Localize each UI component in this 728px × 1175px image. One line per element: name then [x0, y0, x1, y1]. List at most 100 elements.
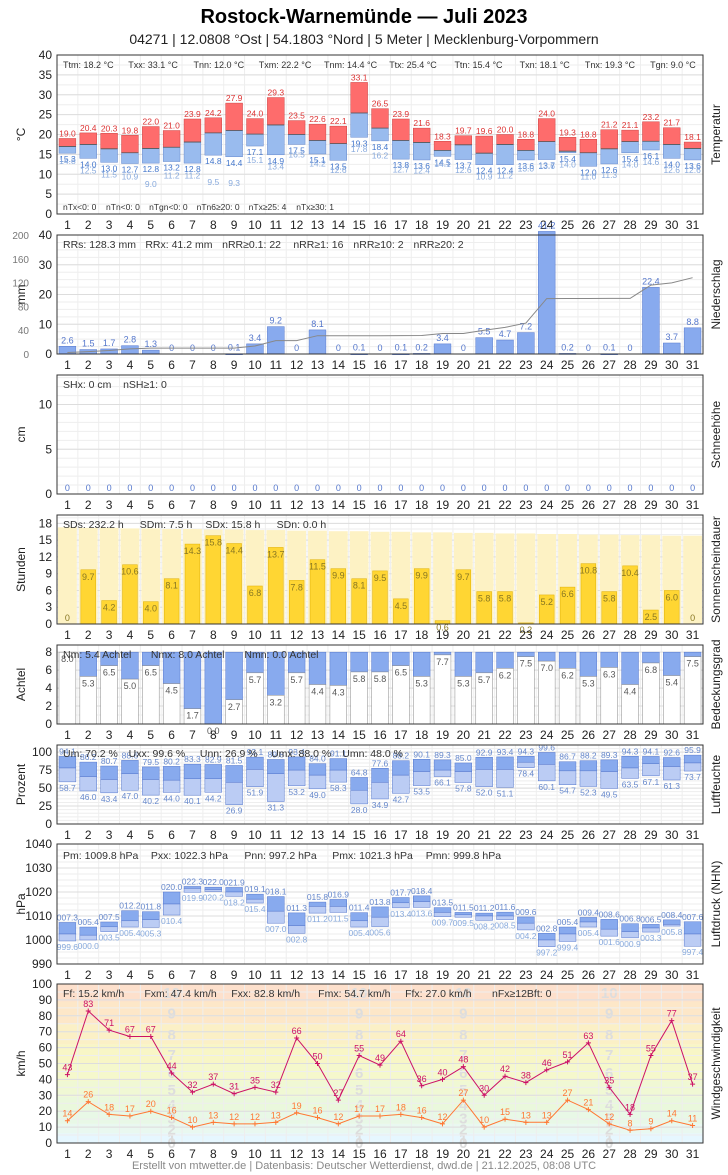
sun-ytick-label: 12	[39, 550, 53, 564]
snow-xtick-label: 27	[603, 498, 617, 512]
snow-xtick-label: 30	[665, 498, 679, 512]
pressure-max-label: 008.6	[599, 909, 621, 919]
pressure-xtick-label: 6	[168, 968, 175, 982]
wind-beaufort-number: 6	[459, 1065, 467, 1082]
wind-xtick-label: 23	[519, 1147, 533, 1161]
pressure-min-label: 000.0	[78, 941, 100, 951]
wind-xtick-label: 28	[623, 1147, 637, 1161]
snow-value-label: 0	[211, 483, 216, 493]
wind-gust-point	[502, 1073, 508, 1079]
sun-value-label: 9.9	[415, 571, 428, 581]
temp-ground-label: 10.9	[476, 172, 493, 182]
temp-xtick-label: 12	[290, 218, 304, 232]
precip-xtick-label: 11	[270, 358, 283, 372]
wind-mean-label: 27	[563, 1088, 573, 1098]
sun-xtick-label: 12	[290, 628, 304, 642]
precip-value-label: 1.7	[103, 338, 116, 348]
temp-xtick-label: 16	[373, 218, 387, 232]
temp-ground-label: 12.4	[413, 166, 430, 176]
precip-value-label: 5.5	[478, 327, 491, 337]
humidity-max-label: 93.1	[247, 747, 264, 757]
wind-xtick-label: 31	[686, 1147, 700, 1161]
precip-xtick-label: 8	[210, 358, 217, 372]
temp-ground-label: 14.1	[434, 159, 451, 169]
sun-value-label: 5.8	[499, 594, 512, 604]
cloud-ytick-label: 8	[45, 645, 52, 659]
cloud-clear-bar	[538, 651, 556, 662]
temp-max-label: 18.1	[684, 132, 701, 142]
cloud-clear-bar	[579, 651, 598, 677]
sun-ytick-label: 15	[39, 533, 53, 547]
cloud-xtick-label: 28	[623, 728, 637, 742]
precip-value-label: 0	[461, 343, 466, 353]
humidity-lower-bar	[663, 766, 681, 781]
wind-xtick-label: 21	[478, 1147, 492, 1161]
pressure-upper-bar	[683, 921, 702, 935]
temp-max-label: 20.4	[80, 123, 97, 133]
temp-min-label: 17.5	[288, 145, 305, 155]
precip-xtick-label: 24	[540, 358, 554, 372]
temp-min-bar	[454, 144, 473, 160]
pressure-min-label: 005.6	[369, 928, 391, 938]
precip-stat: nRR≥0.1: 22	[222, 239, 281, 251]
temp-min-bar	[287, 134, 306, 145]
temp-xtick-label: 1	[64, 218, 71, 232]
pressure-upper-bar	[579, 917, 598, 923]
humidity-min-label: 44.0	[163, 793, 180, 803]
footer-credits: Erstellt von mtwetter.de | Datenbasis: D…	[131, 1160, 597, 1172]
pressure-lower-bar	[600, 928, 618, 937]
humidity-stat: Umn: 48.0 %	[342, 748, 403, 760]
precip-xtick-label: 23	[519, 358, 533, 372]
cloud-clear-bar	[371, 651, 389, 673]
pressure-lower-bar	[121, 920, 139, 928]
temp-min-label: 14.8	[205, 156, 222, 166]
humidity-upper-bar	[663, 757, 681, 767]
temp-ground-label: 12.6	[330, 165, 347, 175]
humidity-lower-bar	[142, 779, 160, 796]
temp-min-bar	[121, 152, 139, 164]
snow-value-label: 0	[565, 483, 570, 493]
precip-xtick-label: 25	[561, 358, 575, 372]
wind-beaufort-band	[57, 984, 703, 1002]
pressure-max-label: 006.5	[640, 914, 662, 924]
pressure-upper-bar	[204, 886, 222, 890]
wind-beaufort-number: 1	[459, 1131, 467, 1148]
wind-mean-label: 13	[271, 1110, 281, 1120]
precip-xtick-label: 19	[436, 358, 450, 372]
cloud-value-label: 5.3	[457, 678, 470, 688]
pressure-xtick-label: 31	[686, 968, 700, 982]
wind-stat: nFx≥12Bft: 0	[492, 988, 552, 1000]
sun-value-label: 13.7	[267, 549, 285, 559]
humidity-min-label: 66.1	[434, 778, 451, 788]
snow-xtick-label: 28	[623, 498, 637, 512]
humidity-lower-bar	[433, 769, 452, 777]
precip-value-label: 0	[336, 343, 341, 353]
pressure-min-label: 005.4	[578, 928, 600, 938]
humidity-xtick-label: 18	[415, 828, 429, 842]
precip-y-axis-label: mm	[14, 285, 28, 305]
wind-mean-label: 18	[104, 1102, 114, 1112]
humidity-max-label: 88.2	[393, 751, 410, 761]
wind-mean-label: 13	[521, 1110, 531, 1120]
snow-value-label: 0	[252, 483, 257, 493]
pressure-upper-bar	[663, 919, 681, 925]
humidity-xtick-label: 21	[478, 828, 492, 842]
pressure-min-label: 005.4	[119, 928, 141, 938]
pressure-max-label: 012.2	[119, 901, 141, 911]
wind-gust-label: 27	[333, 1088, 343, 1098]
wind-gust-label: 32	[271, 1080, 281, 1090]
snow-xtick-label: 9	[231, 498, 238, 512]
humidity-max-label: 80.2	[163, 756, 180, 766]
temp-ytick-label: 25	[39, 108, 53, 122]
temp-stat: Ttn: 15.4 °C	[454, 60, 503, 70]
pressure-max-label: 005.4	[78, 917, 100, 927]
pressure-max-label: 005.4	[557, 917, 579, 927]
precip-value-label: 9.2	[270, 316, 283, 326]
temp-min-bar	[413, 142, 431, 161]
wind-mean-label: 21	[583, 1098, 593, 1108]
wind-ytick-label: 80	[39, 1009, 53, 1023]
wind-beaufort-number: 1	[355, 1131, 363, 1148]
humidity-min-label: 43.4	[101, 794, 118, 804]
temp-ground-label: 12.6	[663, 165, 680, 175]
temp-max-bar	[267, 97, 285, 126]
